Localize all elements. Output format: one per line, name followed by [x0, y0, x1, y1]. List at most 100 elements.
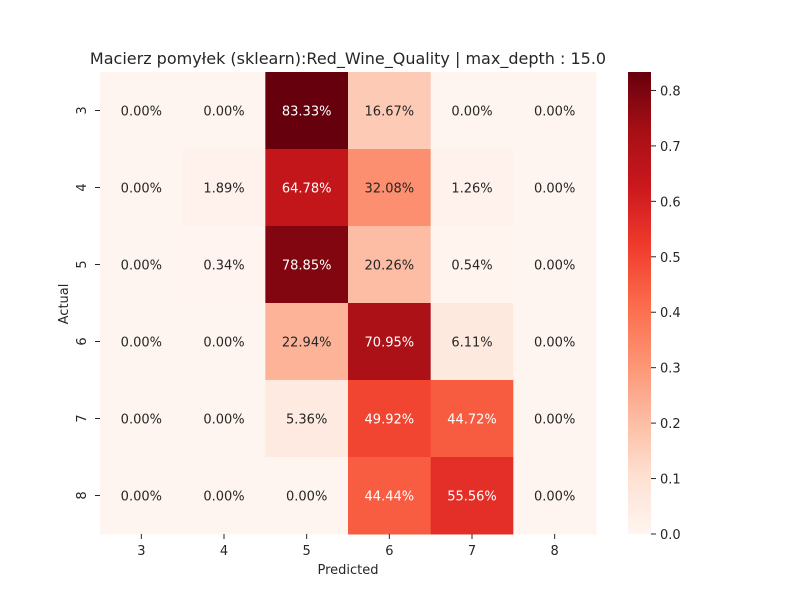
heatmap-cell-label: 49.92%	[365, 413, 415, 428]
heatmap-cell-label: 0.00%	[203, 413, 244, 428]
heatmap-cell	[513, 303, 597, 381]
y-tick-label: 7	[75, 414, 90, 422]
heatmap-cell	[430, 303, 514, 381]
heatmap-cell-label: 64.78%	[282, 182, 332, 197]
heatmap-cell-label: 1.26%	[451, 182, 492, 197]
x-tick-label: 7	[468, 544, 476, 559]
heatmap-cell-label: 0.00%	[121, 413, 162, 428]
heatmap-cell	[182, 380, 266, 458]
heatmap-cell-label: 0.00%	[203, 336, 244, 351]
y-tick-label: 4	[75, 183, 90, 191]
heatmap-cell-label: 0.00%	[534, 182, 575, 197]
heatmap-cell-label: 0.00%	[121, 259, 162, 274]
heatmap-cell-label: 0.54%	[451, 259, 492, 274]
x-tick-label: 6	[385, 544, 393, 559]
heatmap-cell-label: 5.36%	[286, 413, 327, 428]
y-tick-label: 5	[75, 260, 90, 268]
heatmap-cell	[348, 226, 432, 304]
colorbar-tick-label: 0.8	[660, 84, 681, 99]
colorbar-tick-label: 0.1	[660, 473, 681, 488]
colorbar-tick-label: 0.4	[660, 306, 681, 321]
x-axis-ticks: 3 4 5 6 7 8	[137, 534, 559, 559]
x-tick-label: 3	[137, 544, 145, 559]
y-tick-label: 6	[75, 337, 90, 345]
heatmap-cell-label: 78.85%	[282, 259, 332, 274]
heatmap-cell	[348, 303, 432, 381]
colorbar-tick-label: 0.2	[660, 417, 681, 432]
heatmap-cell	[513, 72, 597, 150]
heatmap-cell-label: 0.00%	[121, 336, 162, 351]
heatmap-cell	[513, 226, 597, 304]
heatmap-cell	[100, 72, 184, 150]
heatmap-cell-label: 44.72%	[447, 413, 497, 428]
heatmap-cell	[265, 72, 349, 150]
heatmap-cell	[513, 380, 597, 458]
x-tick-label: 8	[551, 544, 559, 559]
heatmap-cell	[430, 457, 514, 535]
heatmap-cell-label: 0.00%	[451, 105, 492, 120]
colorbar-tick-label: 0.3	[660, 362, 681, 377]
heatmap-cell-label: 0.00%	[534, 259, 575, 274]
y-tick-label: 3	[75, 106, 90, 114]
colorbar	[628, 72, 651, 534]
heatmap-cell-label: 20.26%	[365, 259, 415, 274]
heatmap-cell	[430, 72, 514, 150]
colorbar-tick-label: 0.6	[660, 195, 681, 210]
heatmap-cell-label: 32.08%	[365, 182, 415, 197]
heatmap-cell	[513, 457, 597, 535]
heatmap-cell	[182, 149, 266, 227]
heatmap-cell	[100, 457, 184, 535]
y-axis-label: Actual	[57, 284, 72, 325]
x-axis-label: Predicted	[317, 563, 378, 578]
heatmap-cells	[100, 72, 597, 535]
heatmap-cell-label: 83.33%	[282, 105, 332, 120]
heatmap-cell-label: 0.00%	[286, 490, 327, 505]
heatmap-cell-label: 0.00%	[121, 182, 162, 197]
heatmap-cell-label: 0.00%	[534, 490, 575, 505]
heatmap-cell-label: 6.11%	[451, 336, 492, 351]
heatmap-cell	[100, 380, 184, 458]
x-tick-label: 5	[303, 544, 311, 559]
heatmap-cell	[513, 149, 597, 227]
x-tick-label: 4	[220, 544, 228, 559]
heatmap-cell	[182, 226, 266, 304]
heatmap-cell	[348, 149, 432, 227]
heatmap-cell	[430, 380, 514, 458]
colorbar-tick-label: 0.5	[660, 251, 681, 266]
heatmap-cell	[182, 457, 266, 535]
heatmap-cell-label: 16.67%	[365, 105, 415, 120]
heatmap-cell-label: 0.00%	[121, 490, 162, 505]
y-axis-ticks: 3 4 5 6 7 8	[75, 106, 100, 500]
colorbar-tick-label: 0.0	[660, 528, 681, 543]
heatmap-cell	[348, 380, 432, 458]
colorbar-tick-label: 0.7	[660, 140, 681, 155]
heatmap-cell	[430, 149, 514, 227]
heatmap-cell-label: 0.00%	[534, 105, 575, 120]
heatmap-cell-label: 70.95%	[365, 336, 415, 351]
y-tick-label: 8	[75, 491, 90, 499]
heatmap-cell-label: 1.89%	[203, 182, 244, 197]
heatmap-cell-label: 0.00%	[534, 336, 575, 351]
heatmap-cell	[265, 226, 349, 304]
heatmap-cell-label: 55.56%	[447, 490, 497, 505]
heatmap-cell-label: 0.00%	[203, 490, 244, 505]
heatmap-cell	[265, 380, 349, 458]
heatmap-cell-label: 0.34%	[203, 259, 244, 274]
heatmap-cell	[100, 149, 184, 227]
heatmap-cell	[182, 72, 266, 150]
heatmap-cell	[182, 303, 266, 381]
heatmap-cell-labels: 0.00% 0.00% 83.33% 16.67% 0.00% 0.00% 0.00% 1.8…	[121, 105, 576, 505]
heatmap-cell-label: 0.00%	[121, 105, 162, 120]
heatmap-cell	[430, 226, 514, 304]
heatmap-cell-label: 0.00%	[203, 105, 244, 120]
heatmap-cell	[348, 72, 432, 150]
chart-title: Macierz pomyłek (sklearn):Red_Wine_Quali…	[90, 49, 606, 69]
colorbar-ticks: 0.0 0.1 0.2 0.3 0.4 0.5 0.6 0.7 0.8	[651, 84, 681, 543]
heatmap-cell	[100, 226, 184, 304]
heatmap-cell	[265, 457, 349, 535]
heatmap-cell	[100, 303, 184, 381]
heatmap-cell	[265, 303, 349, 381]
heatmap-cell	[348, 457, 432, 535]
heatmap-cell	[265, 149, 349, 227]
